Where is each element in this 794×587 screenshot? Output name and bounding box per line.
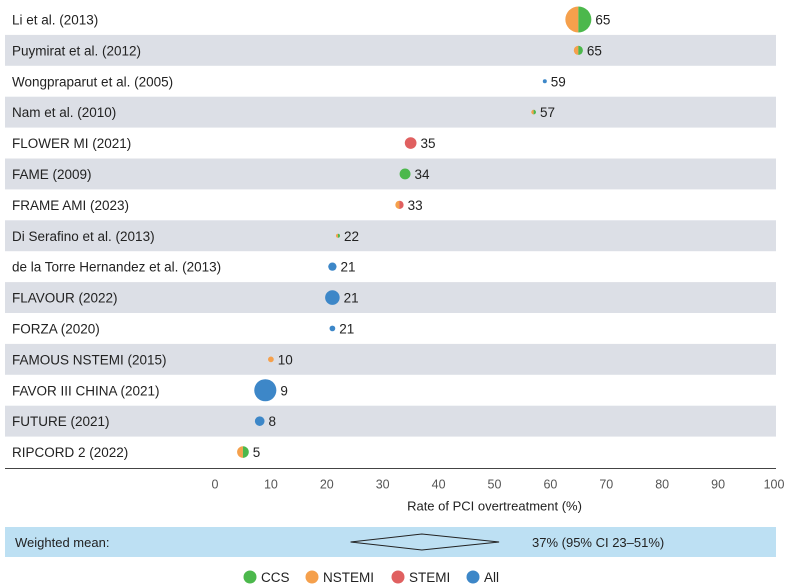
legend-label: CCS	[261, 570, 290, 585]
study-value-label: 59	[551, 74, 566, 89]
x-tick-label: 30	[376, 478, 390, 492]
weighted-mean-band	[5, 527, 776, 557]
study-label: FAMOUS NSTEMI (2015)	[12, 352, 167, 367]
legend-swatch-all	[466, 570, 480, 584]
study-value-label: 65	[587, 43, 602, 58]
study-value-label: 21	[344, 291, 359, 306]
legend-swatch-stemi	[391, 570, 405, 584]
study-dot	[542, 79, 547, 84]
x-tick-label: 80	[655, 478, 669, 492]
legend-swatch-nstemi	[305, 570, 319, 584]
study-label: FUTURE (2021)	[12, 414, 110, 429]
study-value-label: 21	[339, 321, 354, 336]
study-dot-right-half	[578, 6, 592, 33]
study-dot	[404, 137, 417, 149]
study-dot	[254, 416, 265, 426]
x-tick-label: 40	[432, 478, 446, 492]
study-value-label: 33	[408, 198, 423, 213]
study-value-label: 9	[280, 383, 288, 398]
study-dot-left-half	[395, 200, 400, 210]
study-dot-left-half	[237, 446, 243, 458]
study-value-label: 10	[278, 352, 293, 367]
x-axis-title: Rate of PCI overtreatment (%)	[407, 499, 582, 514]
study-label: Nam et al. (2010)	[12, 105, 116, 120]
study-label: Li et al. (2013)	[12, 12, 98, 27]
study-dot	[268, 356, 274, 363]
x-tick-label: 20	[320, 478, 334, 492]
study-dot	[328, 262, 337, 271]
study-dot-left-half	[573, 45, 579, 55]
legend-label: All	[484, 570, 499, 585]
study-label: FLOWER MI (2021)	[12, 136, 131, 151]
study-dot-left-half	[565, 6, 579, 33]
study-dot	[329, 325, 336, 332]
x-tick-label: 60	[543, 478, 557, 492]
study-label: FAVOR III CHINA (2021)	[12, 383, 160, 398]
study-label: FLAVOUR (2022)	[12, 291, 118, 306]
study-value-label: 8	[269, 414, 277, 429]
study-value-label: 5	[253, 445, 261, 460]
study-value-label: 21	[341, 260, 356, 275]
x-tick-label: 100	[764, 478, 785, 492]
legend-swatch-ccs	[243, 570, 257, 584]
study-dot	[325, 290, 340, 305]
study-label: FORZA (2020)	[12, 321, 100, 336]
study-dot-left-half	[335, 233, 338, 238]
x-tick-label: 0	[212, 478, 219, 492]
study-value-label: 65	[595, 12, 610, 27]
row-shade-band	[5, 343, 776, 375]
x-tick-label: 50	[488, 478, 502, 492]
row-shade-band	[5, 158, 776, 190]
x-tick-label: 70	[599, 478, 613, 492]
study-label: Wongpraparut et al. (2005)	[12, 74, 173, 89]
study-label: Puymirat et al. (2012)	[12, 43, 141, 58]
weighted-mean-label: Weighted mean:	[15, 535, 109, 550]
row-shade-band	[5, 405, 776, 437]
row-shade-band	[5, 34, 776, 66]
study-label: FAME (2009)	[12, 167, 92, 182]
x-tick-label: 90	[711, 478, 725, 492]
study-label: Di Serafino et al. (2013)	[12, 229, 155, 244]
study-value-label: 34	[415, 167, 431, 182]
study-label: FRAME AMI (2023)	[12, 198, 129, 213]
study-label: de la Torre Hernandez et al. (2013)	[12, 260, 221, 275]
study-dot-right-half	[533, 109, 536, 115]
study-dot	[399, 168, 411, 180]
study-value-label: 22	[344, 229, 359, 244]
legend-label: STEMI	[409, 570, 450, 585]
x-tick-label: 10	[264, 478, 278, 492]
study-label: RIPCORD 2 (2022)	[12, 445, 128, 460]
study-dot-right-half	[399, 200, 404, 210]
row-shade-band	[5, 220, 776, 252]
study-dot-right-half	[337, 233, 340, 238]
weighted-mean-value: 37% (95% CI 23–51%)	[532, 535, 664, 550]
legend-label: NSTEMI	[323, 570, 374, 585]
weighted-mean-diamond	[350, 533, 500, 551]
study-dot	[254, 379, 277, 402]
study-value-label: 57	[540, 105, 555, 120]
study-dot-left-half	[531, 109, 534, 115]
study-dot-right-half	[242, 446, 249, 458]
row-shade-band	[5, 282, 776, 313]
row-shade-band	[5, 96, 776, 128]
study-value-label: 35	[421, 136, 436, 151]
study-dot-right-half	[578, 45, 583, 55]
